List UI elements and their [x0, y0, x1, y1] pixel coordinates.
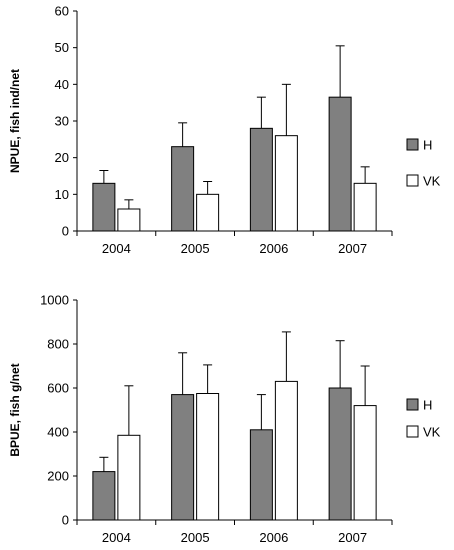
bar-h: [328, 387, 352, 521]
y-tick-label: 10: [55, 187, 69, 202]
x-tick-label: 2004: [102, 530, 131, 545]
y-tick-label: 50: [55, 40, 69, 55]
legend-swatch-h: [406, 138, 419, 151]
bar-h: [171, 146, 195, 232]
y-axis-label: BPUE, fish g/net: [8, 363, 22, 456]
y-tick-label: 0: [62, 224, 69, 239]
bar-vk: [196, 193, 220, 232]
x-tick-label: 2005: [181, 530, 210, 545]
x-tick-label: 2007: [338, 241, 367, 256]
y-tick-label: 1000: [40, 293, 69, 308]
bar-vk: [353, 405, 377, 521]
legend-label-h: H: [423, 398, 432, 413]
y-tick-label: 200: [47, 469, 69, 484]
legend-label-h: H: [423, 138, 432, 153]
y-tick-label: 800: [47, 337, 69, 352]
bar-vk: [274, 135, 298, 232]
x-tick-label: 2006: [259, 241, 288, 256]
legend-swatch-vk: [406, 174, 419, 187]
x-tick-label: 2005: [181, 241, 210, 256]
y-tick-label: 0: [62, 513, 69, 528]
bar-h: [92, 182, 116, 232]
bar-h: [249, 429, 273, 521]
bar-vk: [117, 208, 141, 232]
x-tick-label: 2004: [102, 241, 131, 256]
x-tick-label: 2006: [259, 530, 288, 545]
y-tick-label: 600: [47, 381, 69, 396]
bar-h: [171, 394, 195, 521]
y-axis-label: NPUE, fish ind/net: [8, 69, 22, 173]
bar-vk: [353, 182, 377, 232]
legend-label-vk: VK: [423, 174, 441, 189]
y-tick-label: 30: [55, 114, 69, 129]
x-tick-label: 2007: [338, 530, 367, 545]
bar-h: [328, 96, 352, 232]
y-tick-label: 20: [55, 150, 69, 165]
bar-vk: [274, 380, 298, 521]
y-tick-label: 400: [47, 425, 69, 440]
legend-swatch-h: [406, 398, 419, 411]
npue-chart: NPUE, fish ind/net 0 10 20 30 40 50 60 2004 2005 2…: [8, 4, 441, 257]
bar-vk: [117, 434, 141, 521]
bar-h: [92, 471, 116, 521]
y-tick-label: 40: [55, 77, 69, 92]
bpue-chart: BPUE, fish g/net 0 200 400 600 800 1000 2004 200…: [8, 293, 441, 546]
y-tick-label: 60: [55, 4, 69, 19]
bar-h: [249, 127, 273, 232]
bar-vk: [196, 393, 220, 521]
legend-label-vk: VK: [423, 425, 441, 440]
legend-swatch-vk: [406, 425, 419, 438]
